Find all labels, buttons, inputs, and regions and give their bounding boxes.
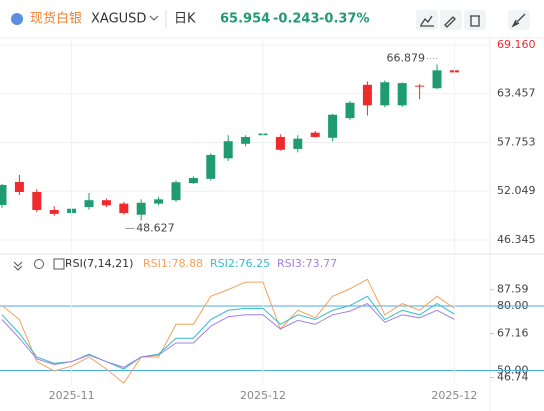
- candle-body: [380, 82, 390, 106]
- last-price: 65.954: [220, 12, 270, 27]
- candle-body: [241, 136, 251, 144]
- candle-body: [154, 199, 164, 204]
- legend-entry: RSI1:78.88: [143, 257, 203, 270]
- candle-body: [0, 184, 7, 205]
- tool-button[interactable]: [464, 10, 486, 30]
- candle-body: [328, 114, 338, 138]
- candle-body: [310, 132, 320, 137]
- collapse-icon[interactable]: [13, 261, 23, 271]
- candle-body: [415, 85, 425, 87]
- dropdown-caret[interactable]: [149, 15, 159, 21]
- indicator-title: RSI(7,14,21): [65, 257, 133, 270]
- settings-icon[interactable]: [34, 259, 44, 269]
- candle-body: [397, 83, 407, 106]
- y-tick-label: 46.74: [497, 371, 529, 384]
- add-icon[interactable]: [53, 258, 65, 270]
- rsi-line: [1, 295, 455, 370]
- legend-entry: RSI3:73.77: [277, 257, 337, 270]
- tool-button[interactable]: [440, 10, 462, 30]
- candle-body: [206, 154, 216, 179]
- candle-body: [362, 84, 372, 106]
- toolbar: [416, 10, 530, 30]
- candle-body: [171, 182, 181, 201]
- price-change: -0.243: [273, 12, 320, 27]
- candle-body: [136, 202, 146, 215]
- candle-body: [49, 210, 59, 214]
- y-tick-label: 57.753: [497, 135, 536, 148]
- y-tick-label: 46.345: [497, 233, 536, 246]
- y-tick-label: 67.16: [497, 327, 529, 340]
- candle-body: [14, 181, 24, 192]
- y-tick-label: 52.049: [497, 184, 536, 197]
- min-annotation: 48.627: [136, 221, 175, 234]
- y-tick-label: 63.457: [497, 87, 536, 100]
- y-tick-label: 87.59: [497, 283, 529, 296]
- candle-body: [188, 177, 198, 184]
- logo-icon: [11, 13, 23, 25]
- candle-body: [32, 191, 42, 211]
- x-tick-label: 2025-11: [49, 389, 95, 402]
- period[interactable]: 日K: [174, 12, 196, 27]
- x-tick-label: 2025-12: [431, 389, 477, 402]
- candle-body: [84, 200, 94, 208]
- tool-button[interactable]: [416, 10, 438, 30]
- rsi-line: [1, 278, 455, 384]
- instrument-name: 现货白银: [30, 11, 82, 27]
- candle-body: [223, 141, 233, 159]
- candle-body: [101, 200, 111, 206]
- candle-body: [293, 138, 303, 149]
- legend-entry: RSI2:76.25: [210, 257, 270, 270]
- price-change-pct: -0.37%: [319, 12, 370, 27]
- candle-body: [345, 102, 355, 119]
- candle-body: [119, 203, 129, 213]
- y-tick-label: 69.160: [497, 38, 536, 51]
- candle-body: [432, 70, 442, 89]
- toolbar-icons: [420, 13, 526, 28]
- candle-body: [275, 136, 285, 150]
- max-annotation: 66.879: [387, 51, 426, 64]
- x-tick-label: 2025-12: [240, 389, 286, 402]
- rsi-line: [1, 303, 455, 368]
- symbol[interactable]: XAGUSD: [91, 12, 146, 27]
